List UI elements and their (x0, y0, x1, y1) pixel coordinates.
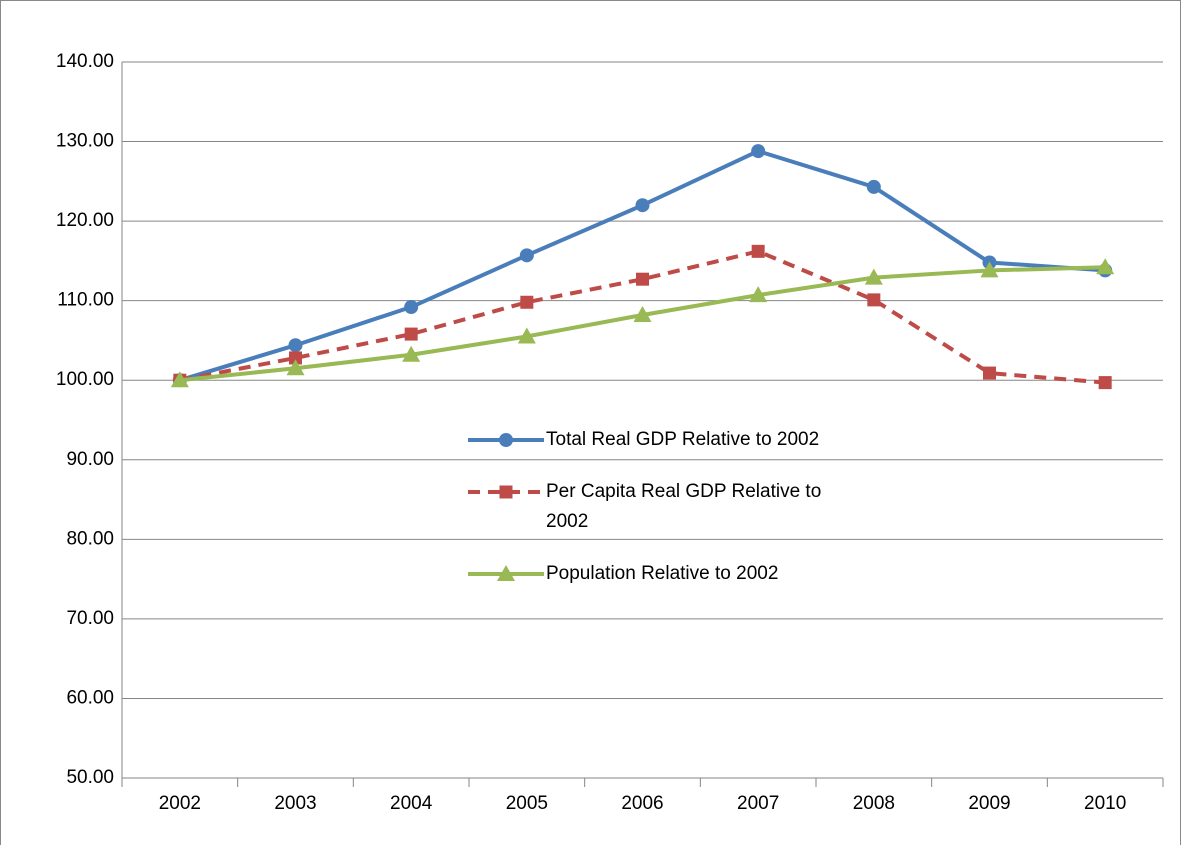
y-tick-label: 90.00 (66, 449, 114, 470)
marker (980, 261, 999, 278)
marker (497, 565, 515, 581)
y-tick-label: 70.00 (66, 608, 114, 629)
marker (635, 198, 650, 213)
y-tick-label: 140.00 (56, 51, 114, 72)
series-line (179, 149, 1106, 383)
marker (517, 327, 536, 344)
marker (499, 433, 513, 447)
x-tick-label: 2010 (1084, 793, 1126, 814)
x-tick-label: 2007 (737, 793, 779, 814)
marker (499, 485, 513, 499)
marker (289, 351, 302, 365)
series-line (179, 249, 1106, 385)
marker (1098, 376, 1112, 390)
marker (633, 305, 652, 322)
marker (404, 327, 418, 341)
y-tick-label: 120.00 (56, 210, 114, 231)
marker (983, 366, 996, 380)
x-tick-label: 2003 (274, 793, 316, 814)
marker (866, 179, 881, 194)
y-tick-label: 110.00 (57, 290, 114, 311)
y-tick-label: 80.00 (66, 528, 114, 549)
y-tick-label: 100.00 (56, 369, 114, 390)
marker (288, 338, 303, 353)
marker (749, 286, 768, 303)
marker (402, 345, 421, 362)
legend-swatch (468, 485, 544, 499)
x-tick-label: 2009 (968, 793, 1010, 814)
legend-swatch (468, 565, 544, 581)
legend-label: Per Capita Real GDP Relative to 2002 (546, 481, 822, 532)
legend-label: Population Relative to 2002 (546, 563, 779, 584)
marker (751, 144, 766, 159)
legend: Total Real GDP Relative to 2002 Per Capit… (468, 425, 868, 611)
x-tick-label: 2006 (621, 793, 663, 814)
x-tick-label: 2005 (506, 793, 548, 814)
legend-swatch (468, 433, 544, 447)
legend-entry: Per Capita Real GDP Relative to 2002 (468, 477, 868, 537)
marker (867, 293, 881, 307)
y-tick-label: 60.00 (66, 687, 114, 708)
marker (404, 300, 419, 315)
marker (636, 272, 649, 286)
marker (170, 371, 189, 388)
x-tick-label: 2002 (159, 793, 201, 814)
marker (751, 244, 765, 258)
legend-entry: Total Real GDP Relative to 2002 (468, 425, 868, 455)
legend-label: Total Real GDP Relative to 2002 (546, 429, 820, 450)
legend-entry: Population Relative to 2002 (468, 559, 868, 589)
x-tick-label: 2008 (853, 793, 895, 814)
marker (519, 248, 534, 263)
marker (864, 268, 883, 285)
marker (286, 359, 305, 376)
marker (1096, 258, 1115, 275)
x-tick-label: 2004 (390, 793, 433, 814)
y-tick-label: 50.00 (66, 767, 114, 788)
y-tick-label: 130.00 (56, 131, 114, 152)
marker (520, 295, 534, 309)
